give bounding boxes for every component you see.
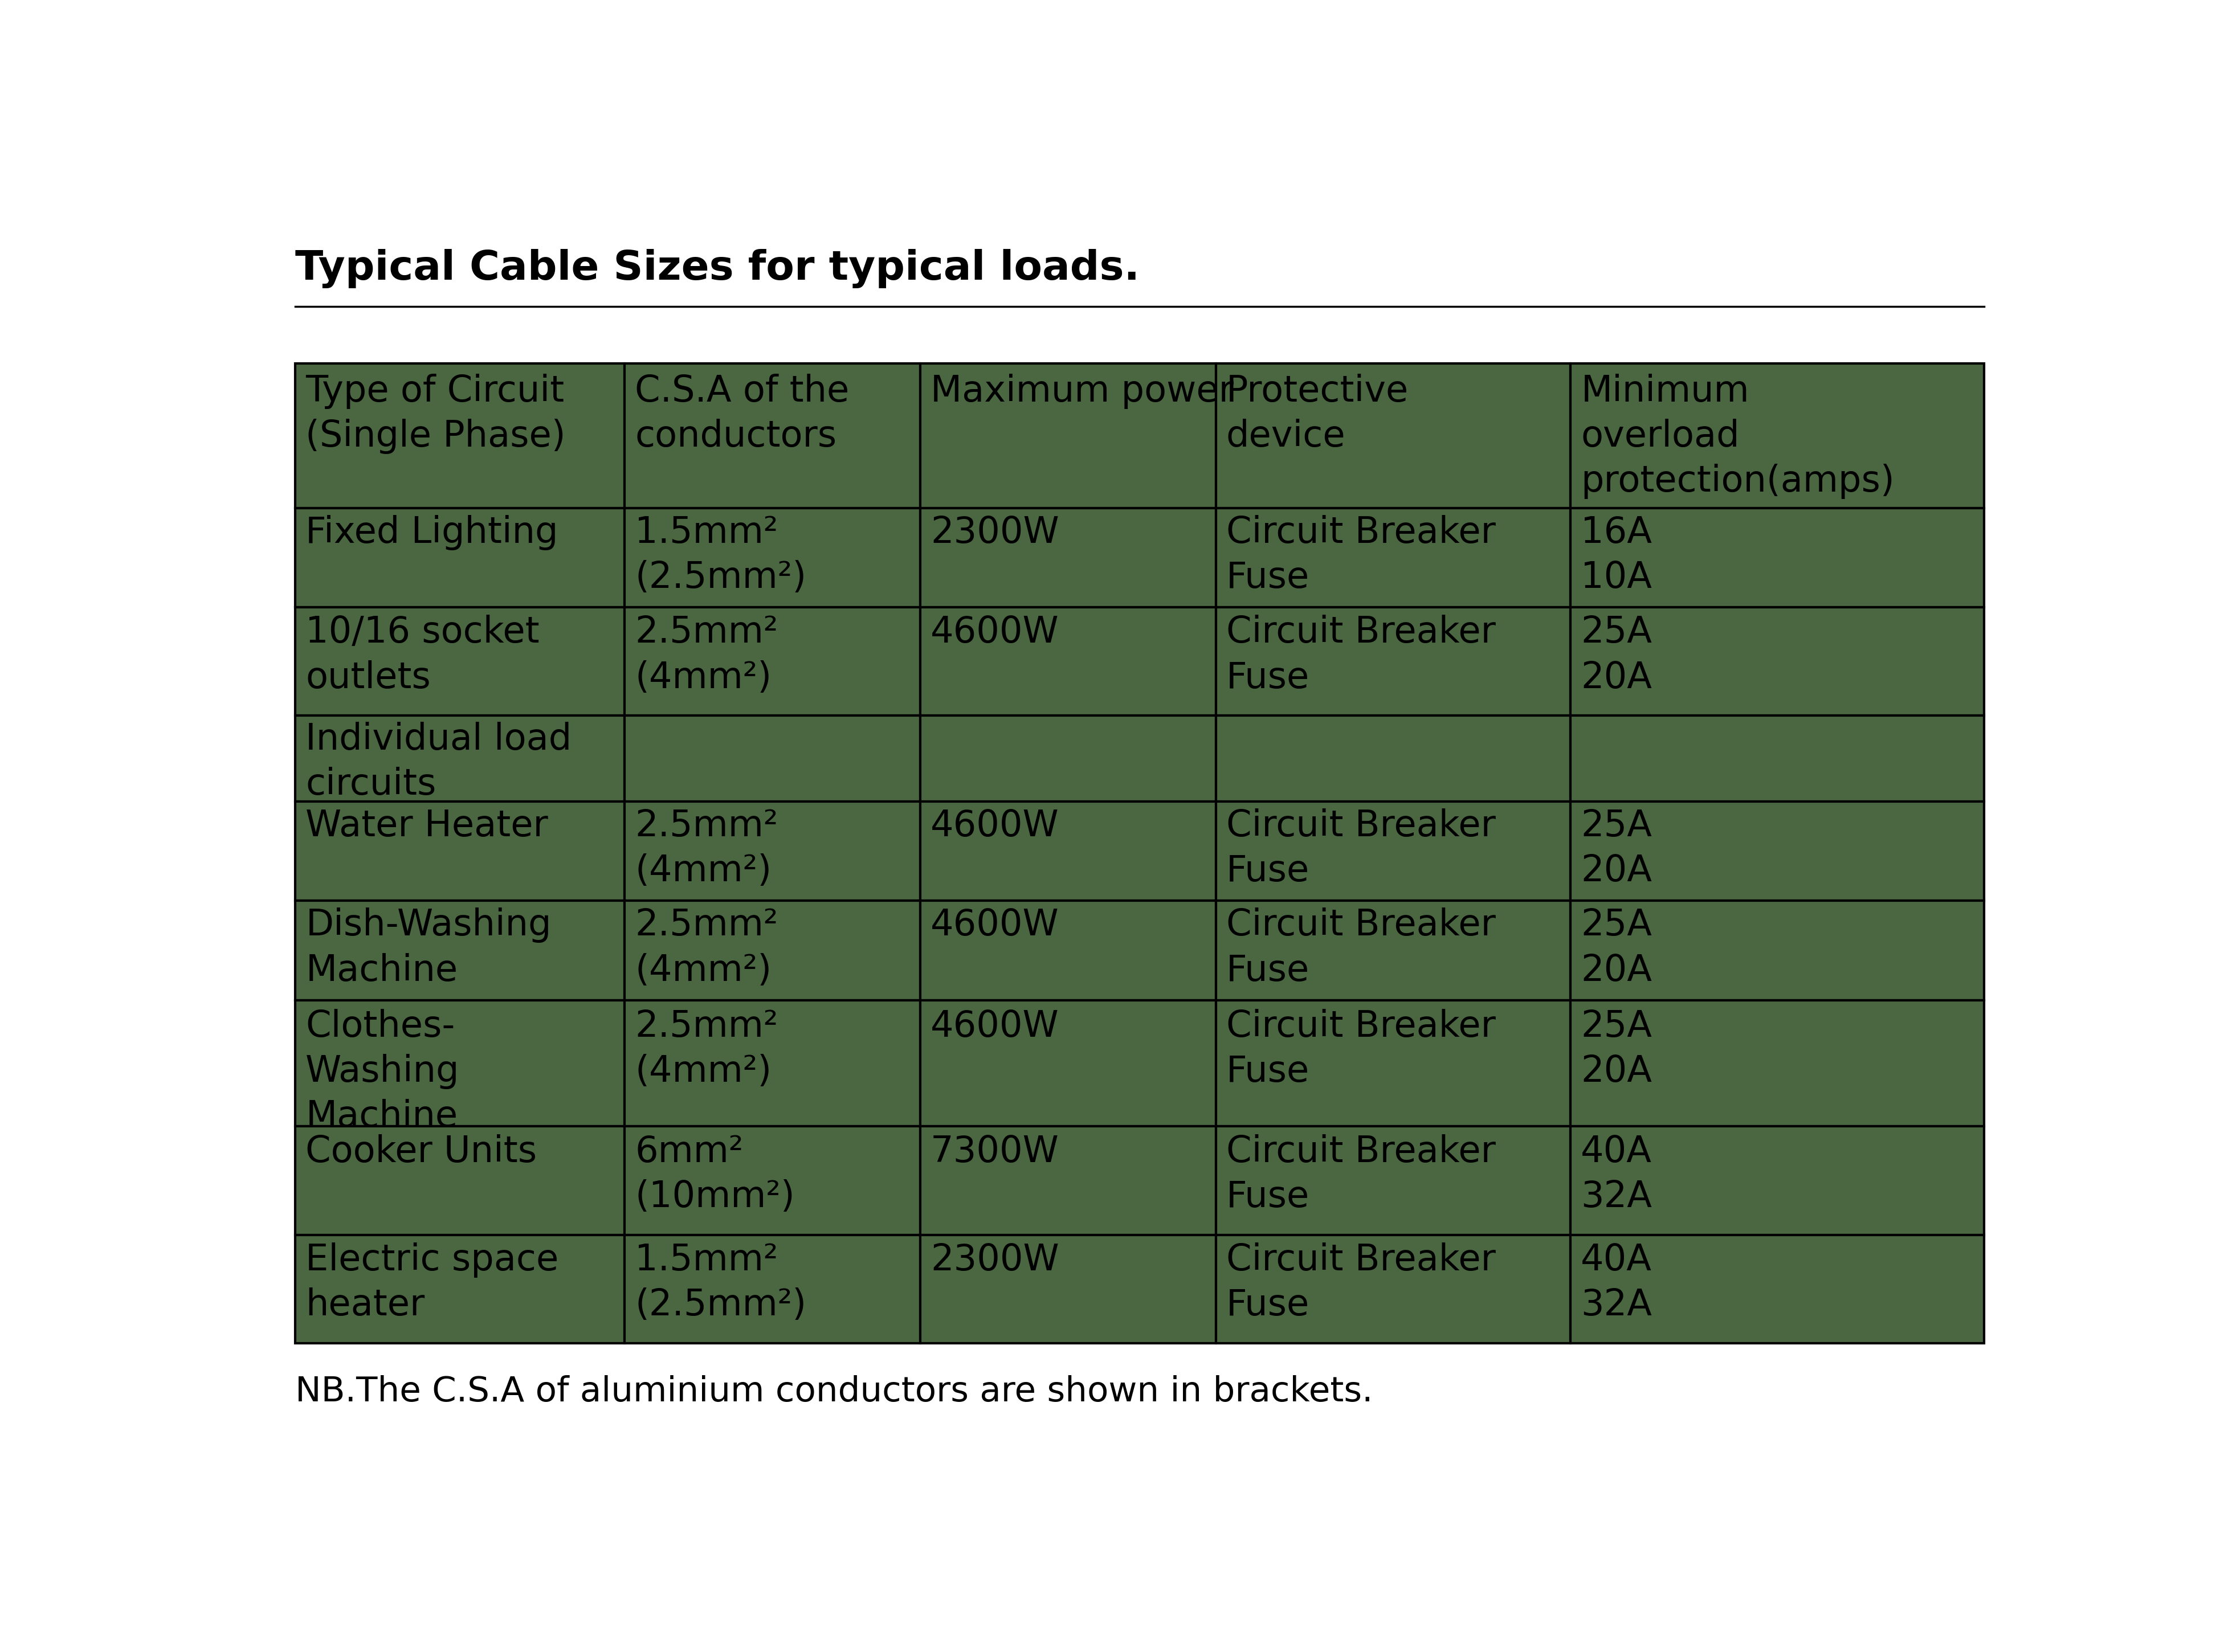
Text: 2300W: 2300W [930,515,1059,550]
Text: Circuit Breaker
Fuse: Circuit Breaker Fuse [1225,907,1495,988]
Text: Circuit Breaker
Fuse: Circuit Breaker Fuse [1225,515,1495,595]
Bar [1570,1127,1984,1234]
Text: 25A
20A: 25A 20A [1581,808,1652,889]
Bar [1570,801,1984,900]
Bar [1217,608,1570,715]
Bar [625,900,921,999]
Text: 25A
20A: 25A 20A [1581,1009,1652,1089]
Bar [1217,363,1570,509]
Bar [921,1127,1217,1234]
Text: 1.5mm²
(2.5mm²): 1.5mm² (2.5mm²) [636,515,807,595]
Bar [921,1234,1217,1343]
Bar [1217,715,1570,801]
Bar [625,1234,921,1343]
Bar [921,363,1217,509]
Bar [296,1127,625,1234]
Bar [921,715,1217,801]
Text: NB.The C.S.A of aluminium conductors are shown in brackets.: NB.The C.S.A of aluminium conductors are… [296,1374,1372,1409]
Bar [921,801,1217,900]
Bar [1570,900,1984,999]
Bar [1570,608,1984,715]
Text: 2.5mm²
(4mm²): 2.5mm² (4mm²) [636,1009,778,1089]
Bar [625,999,921,1127]
Bar [625,509,921,608]
Text: Circuit Breaker
Fuse: Circuit Breaker Fuse [1225,615,1495,695]
Text: Circuit Breaker
Fuse: Circuit Breaker Fuse [1225,1133,1495,1214]
Text: 25A
20A: 25A 20A [1581,907,1652,988]
Bar [296,608,625,715]
Text: 4600W: 4600W [930,808,1059,844]
Bar [296,900,625,999]
Bar [296,801,625,900]
Bar [625,608,921,715]
Bar [1217,1234,1570,1343]
Text: Typical Cable Sizes for typical loads.: Typical Cable Sizes for typical loads. [296,249,1139,289]
Bar [1217,900,1570,999]
Text: Electric space
heater: Electric space heater [305,1242,558,1323]
Text: 7300W: 7300W [930,1133,1059,1170]
Text: Protective
device: Protective device [1225,373,1408,454]
Text: 4600W: 4600W [930,615,1059,651]
Text: 40A
32A: 40A 32A [1581,1133,1652,1214]
Text: Circuit Breaker
Fuse: Circuit Breaker Fuse [1225,808,1495,889]
Text: Individual load
circuits: Individual load circuits [305,722,572,803]
Bar [1217,801,1570,900]
Text: C.S.A of the
conductors: C.S.A of the conductors [636,373,850,454]
Text: 2300W: 2300W [930,1242,1059,1277]
Text: Circuit Breaker
Fuse: Circuit Breaker Fuse [1225,1009,1495,1089]
Text: 16A
10A: 16A 10A [1581,515,1652,595]
Text: Type of Circuit
(Single Phase): Type of Circuit (Single Phase) [305,373,565,454]
Text: 10/16 socket
outlets: 10/16 socket outlets [305,615,540,695]
Text: 2.5mm²
(4mm²): 2.5mm² (4mm²) [636,808,778,889]
Bar [296,1234,625,1343]
Bar [1217,1127,1570,1234]
Text: Minimum
overload
protection(amps): Minimum overload protection(amps) [1581,373,1895,499]
Text: 1.5mm²
(2.5mm²): 1.5mm² (2.5mm²) [636,1242,807,1323]
Text: Maximum power: Maximum power [930,373,1234,410]
Text: Water Heater: Water Heater [305,808,547,844]
Bar [1570,715,1984,801]
Bar [921,608,1217,715]
Bar [625,801,921,900]
Bar [296,999,625,1127]
Bar [625,715,921,801]
Bar [296,363,625,509]
Text: Clothes-
Washing
Machine: Clothes- Washing Machine [305,1009,460,1135]
Bar [1570,999,1984,1127]
Text: 4600W: 4600W [930,907,1059,943]
Bar [296,509,625,608]
Text: 25A
20A: 25A 20A [1581,615,1652,695]
Bar [921,900,1217,999]
Bar [1217,999,1570,1127]
Bar [625,363,921,509]
Bar [625,1127,921,1234]
Text: 2.5mm²
(4mm²): 2.5mm² (4mm²) [636,615,778,695]
Text: Cooker Units: Cooker Units [305,1133,536,1170]
Bar [296,715,625,801]
Bar [1217,509,1570,608]
Bar [1570,509,1984,608]
Bar [921,509,1217,608]
Bar [1570,363,1984,509]
Text: 40A
32A: 40A 32A [1581,1242,1652,1323]
Bar [921,999,1217,1127]
Text: Dish-Washing
Machine: Dish-Washing Machine [305,907,552,988]
Text: Circuit Breaker
Fuse: Circuit Breaker Fuse [1225,1242,1495,1323]
Text: 6mm²
(10mm²): 6mm² (10mm²) [636,1133,794,1214]
Text: Fixed Lighting: Fixed Lighting [305,515,558,550]
Text: 2.5mm²
(4mm²): 2.5mm² (4mm²) [636,907,778,988]
Bar [1570,1234,1984,1343]
Text: 4600W: 4600W [930,1009,1059,1044]
